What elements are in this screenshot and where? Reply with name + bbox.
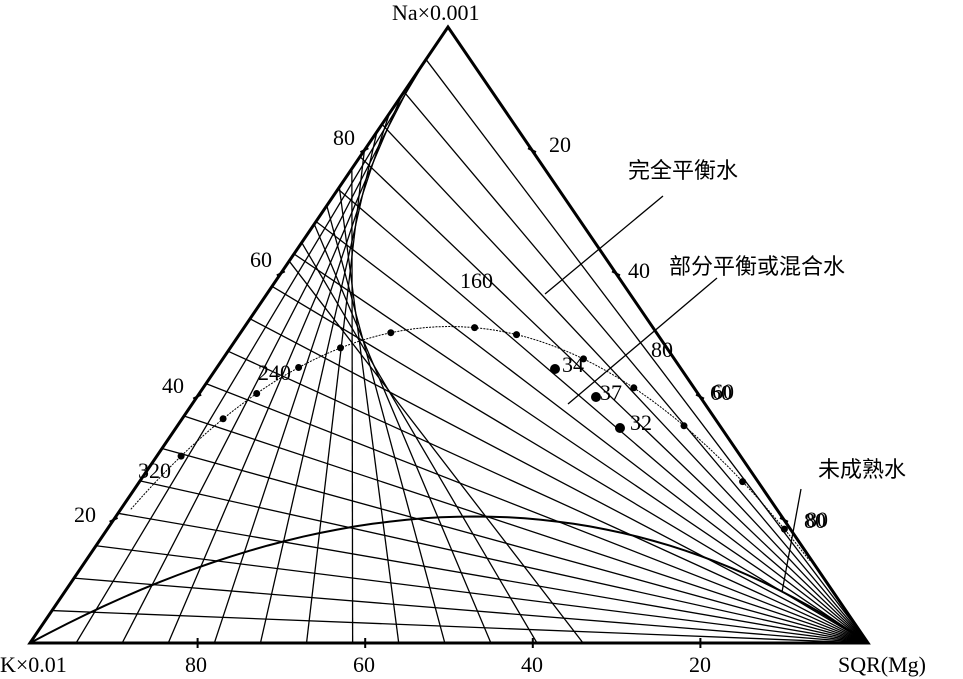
isotherm-line xyxy=(213,113,391,644)
bottom-scale-label: 40 xyxy=(521,652,543,677)
full-equilibrium-curve xyxy=(130,325,810,561)
equilibrium-point xyxy=(580,355,587,363)
isotherm-line xyxy=(403,91,869,644)
equilibrium-point xyxy=(680,422,688,430)
left-scale-label: 80 xyxy=(333,125,355,150)
leader-line xyxy=(567,277,718,405)
isotherm-line xyxy=(326,205,446,644)
left-scale-label: 60 xyxy=(250,247,272,272)
sample-label: 37 xyxy=(600,380,622,405)
isotherm-line xyxy=(359,156,869,644)
isotherm-line xyxy=(205,383,869,644)
isotherm-line xyxy=(117,512,869,644)
equilibrium-point xyxy=(253,390,261,397)
isotherm-label: 320 xyxy=(138,458,171,483)
isotherm-line xyxy=(95,545,869,644)
equilibrium-point xyxy=(513,331,520,339)
equilibrium-point xyxy=(177,452,185,460)
isotherm-line xyxy=(259,131,378,644)
right-scale-label: 20 xyxy=(549,132,571,157)
tick xyxy=(192,393,202,400)
isotherm-line xyxy=(313,223,492,644)
isotherm-line xyxy=(425,59,869,644)
equilibrium-point xyxy=(780,525,788,533)
equilibrium-point-markers xyxy=(177,324,788,533)
equilibrium-point xyxy=(739,478,747,486)
left-scale-label: 20 xyxy=(74,502,96,527)
equilibrium-point xyxy=(387,329,395,337)
isotherm-line xyxy=(73,577,869,644)
tick xyxy=(695,393,705,400)
tick xyxy=(527,147,537,154)
isotherm-line xyxy=(293,253,869,644)
immature-water-boundary-curve xyxy=(29,515,869,644)
bottom-scale-label: 80 xyxy=(185,652,207,677)
right-scale-label: 40 xyxy=(628,258,650,283)
isotherm-line xyxy=(381,123,869,644)
tick xyxy=(359,147,369,154)
isotherm-label: 240 xyxy=(258,360,291,385)
isotherm-fan-lines xyxy=(51,57,869,644)
axis-ticks xyxy=(109,147,789,648)
isotherm-line xyxy=(183,415,869,644)
isotherm-line xyxy=(351,168,354,644)
tick xyxy=(276,270,286,277)
sample-point xyxy=(591,392,601,402)
right-scale-label: 60 xyxy=(710,380,732,405)
equilibrium-point xyxy=(337,344,344,352)
curve-label: 60 xyxy=(712,379,734,404)
tick xyxy=(611,270,621,277)
isotherm-line xyxy=(51,609,869,644)
vertex-label-k: K×0.01 xyxy=(0,652,67,677)
right-scale-label: 80 xyxy=(804,508,826,533)
tick xyxy=(109,516,119,523)
equilibrium-point xyxy=(219,415,227,423)
sample-point xyxy=(550,364,560,374)
region-label-partial-equilibrium: 部分平衡或混合水 xyxy=(669,255,845,280)
curve-label: 80 xyxy=(806,507,828,532)
leader-line xyxy=(544,195,664,295)
isotherm-line xyxy=(337,188,869,644)
bottom-scale-label: 20 xyxy=(689,652,711,677)
leader-line xyxy=(781,488,802,593)
bottom-scale-label: 60 xyxy=(353,652,375,677)
equilibrium-point xyxy=(630,384,638,392)
sample-point xyxy=(615,423,625,433)
isotherm-line xyxy=(305,150,366,644)
vertex-label-na: Na×0.001 xyxy=(392,0,480,25)
isotherm-label: 160 xyxy=(460,268,493,293)
region-label-immature: 未成熟水 xyxy=(818,458,906,483)
isotherm-line xyxy=(301,242,538,644)
isotherm-line xyxy=(161,447,869,644)
sample-points xyxy=(550,364,625,433)
vertex-label-sqr-mg: SQR(Mg) xyxy=(838,652,926,677)
region-label-full-equilibrium: 完全平衡水 xyxy=(628,159,738,184)
curve-label: 80 xyxy=(651,337,673,362)
sample-label: 32 xyxy=(630,410,652,435)
isotherm-line xyxy=(167,94,403,644)
isotherm-line xyxy=(288,260,584,644)
isotherm-line xyxy=(271,285,869,644)
triangle-frame xyxy=(27,24,871,645)
isotherm-line xyxy=(75,57,428,644)
tick xyxy=(779,516,789,523)
sample-label: 34 xyxy=(562,352,584,377)
label-leader-lines xyxy=(544,195,802,593)
equilibrium-point xyxy=(471,324,479,332)
isotherm-line xyxy=(315,221,869,644)
equilibrium-point xyxy=(295,364,303,371)
isotherm-line xyxy=(139,480,869,644)
isotherm-line xyxy=(249,318,869,644)
isotherm-line xyxy=(121,75,416,644)
left-scale-label: 40 xyxy=(162,373,184,398)
isotherm-line xyxy=(338,187,400,644)
